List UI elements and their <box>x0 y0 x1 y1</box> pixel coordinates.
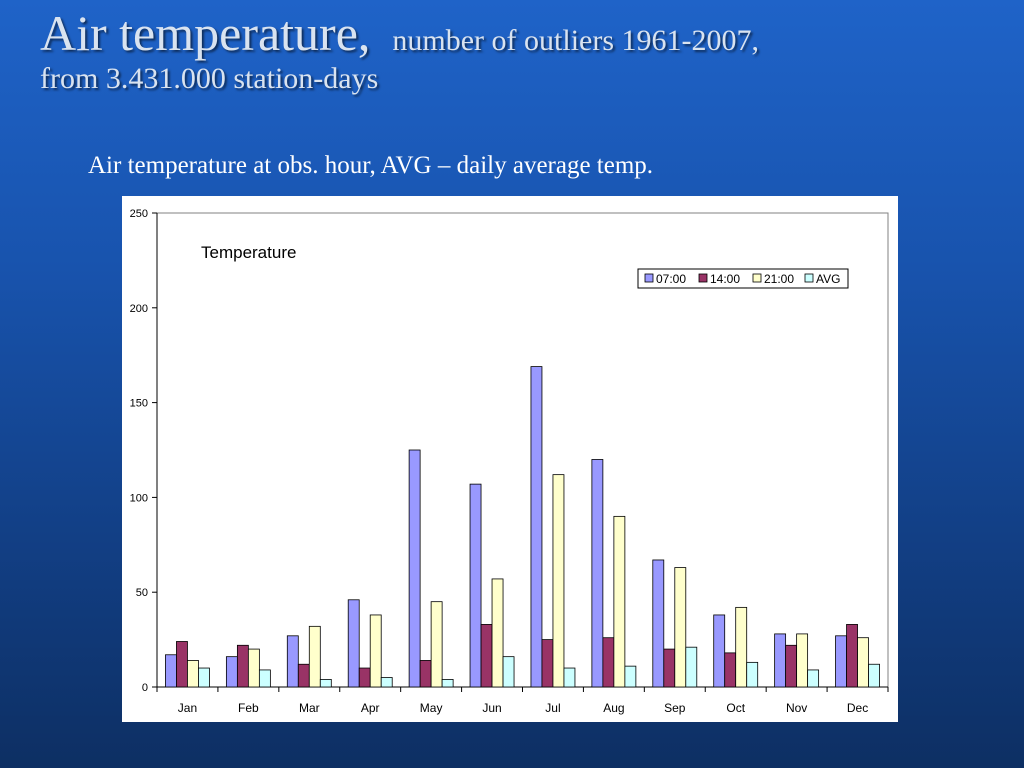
bar-1400-aug <box>602 637 615 688</box>
bar-2100-oct <box>735 606 748 688</box>
y-tick-label: 150 <box>130 398 148 410</box>
bar-1400-nov <box>785 644 798 688</box>
chart-title: Temperature <box>201 243 296 262</box>
bar-AVG-sep <box>685 646 698 688</box>
x-tick-label: Oct <box>726 701 745 715</box>
bar-2100-jun <box>491 578 504 688</box>
x-tick-label: Apr <box>361 701 380 715</box>
x-tick-label: Jul <box>545 701 560 715</box>
legend-swatch <box>644 273 654 283</box>
slide-title: Air temperature, number of outliers 1961-… <box>40 8 759 94</box>
bar-0700-feb <box>225 656 238 688</box>
bar-2100-dec <box>857 637 869 688</box>
bar-0700-sep <box>652 559 665 688</box>
bar-1400-jun <box>480 624 493 688</box>
bar-AVG-jul <box>563 667 576 688</box>
bar-0700-jul <box>530 366 543 688</box>
chart-legend: 07:00 14:00 21:00 AVG <box>637 268 849 289</box>
bar-AVG-aug <box>624 665 637 688</box>
bar-0700-dec <box>835 635 847 688</box>
bar-2100-may <box>430 601 443 688</box>
bar-AVG-oct <box>746 661 759 688</box>
bar-0700-jun <box>469 483 482 688</box>
x-tick-label: Nov <box>786 701 807 715</box>
bar-AVG-dec <box>868 663 880 688</box>
chart-caption: Air temperature at obs. hour, AVG – dail… <box>88 152 654 179</box>
bar-AVG-jan <box>198 667 210 688</box>
bar-1400-sep <box>663 648 676 688</box>
bar-2100-feb <box>247 648 260 688</box>
bar-2100-sep <box>674 567 687 688</box>
x-tick-label: Feb <box>238 701 259 715</box>
legend-label: 14:00 <box>710 272 740 286</box>
x-tick-label: Mar <box>299 701 320 715</box>
x-tick-label: Jun <box>482 701 501 715</box>
bar-1400-oct <box>724 652 737 688</box>
x-tick-label: Jan <box>178 701 197 715</box>
legend-swatch <box>752 273 762 283</box>
y-tick-label: 250 <box>130 208 148 220</box>
legend-label: 07:00 <box>656 272 686 286</box>
bar-0700-aug <box>591 459 604 688</box>
bar-1400-jan <box>176 641 188 688</box>
y-tick-label: 200 <box>130 303 148 315</box>
bar-1400-apr <box>358 667 371 688</box>
y-tick-label: 0 <box>142 682 148 694</box>
bar-0700-may <box>408 449 421 688</box>
x-tick-label: Sep <box>664 701 686 715</box>
bar-2100-jul <box>552 474 565 688</box>
chart-container: 0 50 100 150 200 250 Jan Feb Mar Apr May Jun Jul Aug S… <box>122 196 898 722</box>
bar-AVG-may <box>441 679 454 688</box>
x-tick-label: Aug <box>603 701 624 715</box>
legend-swatch <box>804 273 814 283</box>
bar-chart: 0 50 100 150 200 250 Jan Feb Mar Apr May Jun Jul Aug S… <box>130 208 889 715</box>
bar-0700-jan <box>165 654 177 688</box>
bar-AVG-jun <box>502 656 515 688</box>
bar-0700-mar <box>286 635 299 688</box>
bar-1400-jul <box>541 639 554 688</box>
bar-2100-apr <box>369 614 382 688</box>
bar-0700-apr <box>347 599 360 688</box>
legend-label: AVG <box>816 272 840 286</box>
chart-bars <box>165 366 880 688</box>
title-subtitle: number of outliers 1961-2007, <box>392 24 760 57</box>
bar-0700-nov <box>774 633 787 688</box>
bar-AVG-nov <box>807 669 820 688</box>
bar-1400-feb <box>236 644 249 688</box>
x-tick-label: May <box>420 701 443 715</box>
x-tick-label: Dec <box>847 701 868 715</box>
bar-AVG-apr <box>380 677 393 688</box>
bar-1400-dec <box>846 624 858 688</box>
legend-swatch <box>698 273 708 283</box>
title-main: Air temperature, <box>40 5 371 61</box>
bar-2100-aug <box>613 515 626 688</box>
y-tick-label: 50 <box>136 587 148 599</box>
bar-AVG-mar <box>319 679 332 688</box>
bar-1400-may <box>419 660 432 688</box>
chart-axes: 0 50 100 150 200 250 Jan Feb Mar Apr May Jun Jul Aug S… <box>130 208 889 715</box>
bar-2100-mar <box>308 625 321 688</box>
y-tick-label: 100 <box>130 492 148 504</box>
title-line-2: from 3.431.000 station-days <box>40 62 379 95</box>
bar-1400-mar <box>297 663 310 688</box>
bar-AVG-feb <box>258 669 271 688</box>
legend-box <box>637 268 849 289</box>
bar-2100-nov <box>796 633 809 688</box>
bar-0700-oct <box>713 614 726 688</box>
legend-label: 21:00 <box>764 272 794 286</box>
bar-2100-jan <box>187 660 199 688</box>
